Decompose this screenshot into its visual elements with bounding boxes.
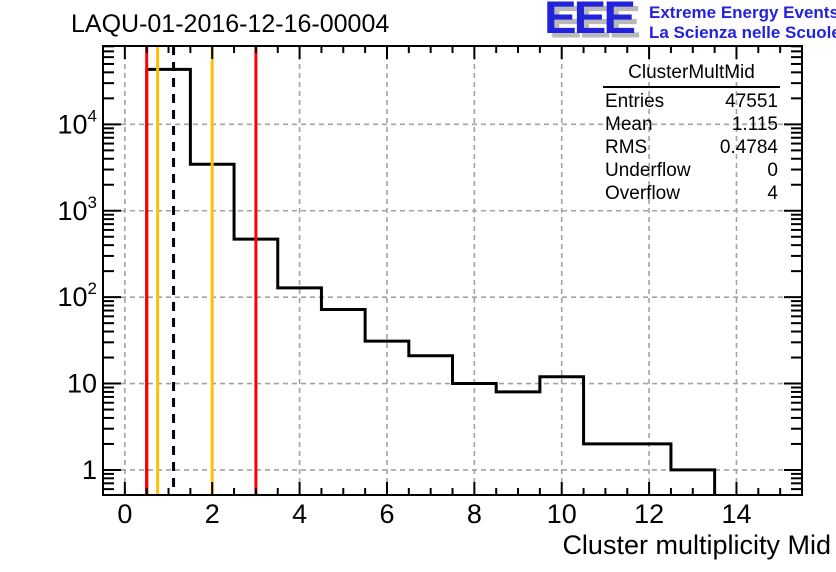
x-axis-label: 4 bbox=[292, 499, 307, 529]
stats-label: Entries bbox=[605, 91, 665, 112]
page-title: LAQU-01-2016-12-16-00004 bbox=[71, 10, 390, 38]
y-axis-label: 102 bbox=[57, 279, 97, 312]
stats-value: 0.4784 bbox=[719, 137, 778, 158]
stats-value: 1.115 bbox=[731, 114, 778, 135]
x-axis-label: 8 bbox=[467, 499, 482, 529]
stats-value: 0 bbox=[767, 160, 778, 181]
eee-logo-line2: La Scienza nelle Scuole bbox=[649, 23, 836, 42]
stats-box: ClusterMultMid Entries 47551 Mean 1.115 … bbox=[603, 62, 780, 205]
stats-title: ClusterMultMid bbox=[603, 62, 780, 88]
x-axis-title: Cluster multiplicity Mid bbox=[562, 530, 831, 560]
stats-row-mean: Mean 1.115 bbox=[603, 113, 780, 136]
y-axis-label: 1 bbox=[82, 455, 97, 485]
stats-value: 4 bbox=[767, 183, 778, 204]
stats-label: Mean bbox=[605, 114, 653, 135]
y-axis-label: 104 bbox=[57, 106, 97, 139]
x-axis-label: 12 bbox=[634, 499, 664, 529]
eee-logo: EEE Extreme Energy Events La Scienza nel… bbox=[544, 0, 836, 46]
stats-value: 47551 bbox=[725, 91, 778, 112]
x-axis-label: 10 bbox=[547, 499, 577, 529]
x-axis-label: 6 bbox=[379, 499, 394, 529]
stats-label: Underflow bbox=[605, 160, 691, 181]
eee-logo-text: Extreme Energy Events La Scienza nelle S… bbox=[649, 3, 836, 43]
x-axis-label: 0 bbox=[117, 499, 132, 529]
stats-label: RMS bbox=[605, 137, 648, 158]
x-axis-label: 14 bbox=[721, 499, 751, 529]
stats-label: Overflow bbox=[605, 183, 680, 204]
x-axis-label: 2 bbox=[205, 499, 220, 529]
stats-row-entries: Entries 47551 bbox=[603, 90, 780, 113]
eee-logo-line1: Extreme Energy Events bbox=[649, 3, 836, 22]
y-axis-label: 103 bbox=[57, 193, 97, 226]
stats-row-rms: RMS 0.4784 bbox=[603, 136, 780, 159]
y-axis-label: 10 bbox=[67, 369, 97, 399]
stats-row-underflow: Underflow 0 bbox=[603, 159, 780, 182]
histogram-line bbox=[145, 67, 717, 495]
eee-logo-letters: EEE bbox=[544, 0, 636, 43]
stats-row-overflow: Overflow 4 bbox=[603, 182, 780, 205]
